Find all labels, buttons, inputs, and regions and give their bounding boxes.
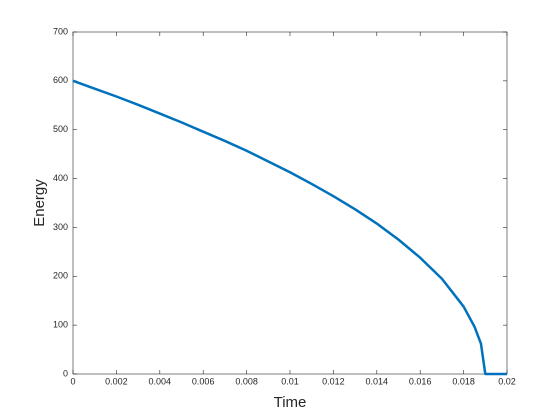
x-tick-label: 0.02 <box>498 376 516 386</box>
x-tick-label: 0.006 <box>192 376 215 386</box>
y-tick-label: 700 <box>53 26 68 36</box>
y-tick-label: 0 <box>63 368 68 378</box>
plot-area <box>72 31 508 375</box>
y-tick-label: 100 <box>53 320 68 330</box>
x-tick-label: 0.01 <box>281 376 299 386</box>
y-tick-label: 600 <box>53 75 68 85</box>
x-tick-label: 0.018 <box>452 376 475 386</box>
data-line <box>72 79 507 376</box>
y-tick-label: 200 <box>53 271 68 281</box>
y-axis-label: Energy <box>31 179 48 227</box>
y-tick-label: 400 <box>53 173 68 183</box>
x-tick-label: 0.008 <box>235 376 258 386</box>
x-tick-label: 0.002 <box>105 376 128 386</box>
x-tick-label: 0.012 <box>322 376 345 386</box>
x-axis-label: Time <box>274 394 307 411</box>
y-tick-label: 500 <box>53 124 68 134</box>
x-tick-label: 0.004 <box>149 376 172 386</box>
x-tick-label: 0 <box>70 376 75 386</box>
x-tick-label: 0.016 <box>409 376 432 386</box>
y-tick-label: 300 <box>53 222 68 232</box>
x-tick-label: 0.014 <box>366 376 389 386</box>
